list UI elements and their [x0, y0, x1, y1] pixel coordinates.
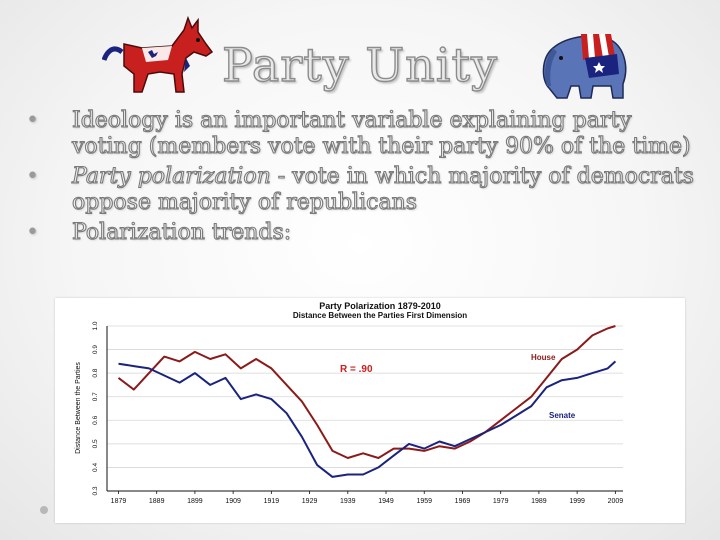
bullet-polarization-term: Party polarization — [71, 163, 271, 189]
chart-title: Party Polarization 1879-2010 — [319, 301, 441, 311]
y-tick-label: 1.0 — [92, 321, 99, 330]
x-tick-label: 1919 — [264, 498, 280, 505]
x-tick-label: 1899 — [187, 498, 203, 505]
x-tick-label: 1889 — [149, 498, 165, 505]
x-tick-label: 1909 — [225, 498, 241, 505]
y-tick-label: 0.9 — [92, 345, 99, 354]
legend-senate: Senate — [549, 411, 576, 420]
y-tick-label: 0.6 — [92, 415, 99, 424]
x-tick-label: 1979 — [493, 498, 509, 505]
y-tick-label: 0.4 — [92, 463, 99, 472]
bullet-polarization-text: - vote in which majority of democrats op… — [71, 163, 694, 215]
gridlines — [107, 325, 623, 492]
x-tick-label: 1929 — [302, 498, 318, 505]
y-tick-label: 0.7 — [92, 392, 99, 401]
bullet-trends-text: Polarization trends: — [71, 219, 292, 245]
x-tick-label: 1949 — [378, 498, 394, 505]
x-tick-label: 1969 — [455, 498, 471, 505]
bullet-dot: • — [26, 108, 39, 133]
x-tick-label: 1989 — [531, 498, 547, 505]
polarization-chart: Party Polarization 1879-2010 Distance Be… — [55, 298, 685, 523]
donkey-icon — [102, 15, 214, 93]
x-tick-label: 1959 — [416, 498, 432, 505]
y-tick-label: 0.8 — [92, 368, 99, 377]
polarization-chart-svg: Party Polarization 1879-2010 Distance Be… — [75, 301, 623, 505]
bullet-ideology: • Ideology is an important variable expl… — [26, 107, 706, 160]
y-axis-label: Distance Between the Parties — [75, 362, 82, 454]
series-line-house — [117, 325, 616, 459]
bullet-trends: • Polarization trends: — [26, 219, 706, 246]
bullet-dot: • — [26, 164, 39, 189]
x-tick-label: 1999 — [569, 498, 585, 505]
bullet-dot: • — [26, 220, 39, 245]
correlation-annotation: R = .90 — [340, 364, 373, 375]
axes: 0.3 0.4 0.5 0.6 0.7 0.8 0.9 1.0 1879 1889 1899 1909… — [92, 321, 623, 505]
bullet-ideology-text: Ideology is an important variable explai… — [71, 107, 691, 159]
slide-title: Party Unity — [221, 37, 498, 92]
series-lines — [117, 325, 617, 478]
elephant-icon — [542, 34, 627, 99]
bullet-list: • Ideology is an important variable expl… — [26, 107, 706, 250]
y-tick-label: 0.5 — [92, 439, 99, 448]
x-tick-label: 2009 — [608, 498, 624, 505]
bullet-polarization: • Party polarization - vote in which maj… — [26, 163, 706, 216]
chart-subtitle: Distance Between the Parties First Dimen… — [293, 311, 467, 320]
series-line-senate — [118, 360, 617, 478]
legend-house: House — [531, 353, 556, 362]
y-tick-label: 0.3 — [92, 486, 99, 495]
x-tick-label: 1939 — [340, 498, 356, 505]
footer-bullet-dot — [40, 506, 48, 514]
x-tick-label: 1879 — [111, 498, 127, 505]
